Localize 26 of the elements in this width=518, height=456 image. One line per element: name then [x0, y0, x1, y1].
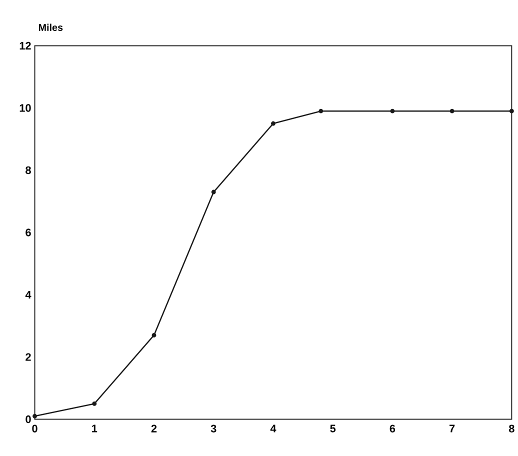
x-tick-label: 5 — [330, 424, 336, 432]
point — [271, 121, 276, 126]
y-tick-label: 6 — [26, 228, 31, 236]
y-tick-label: 8 — [26, 166, 31, 174]
point — [450, 108, 454, 114]
point — [152, 332, 156, 338]
y-tick-label: 10 — [20, 104, 31, 112]
y-axis-title: Miles — [38, 24, 63, 31]
x-tick-label: 0 — [32, 424, 38, 432]
x-tick-label: 1 — [92, 424, 98, 432]
x-tick-label: 4 — [270, 424, 276, 432]
point — [390, 108, 395, 114]
y-tick-label: 4 — [25, 290, 32, 298]
x-tick-label: 2 — [151, 424, 157, 432]
y-tick-label: 2 — [26, 353, 31, 361]
point — [211, 190, 216, 194]
x-tick-label: 3 — [210, 424, 216, 432]
point — [509, 108, 514, 114]
y-tick-label: 12 — [20, 42, 31, 50]
x-tick-label: 6 — [390, 424, 396, 432]
x-tick-label: 7 — [450, 424, 455, 432]
y-tick-label: 0 — [26, 415, 31, 424]
point — [92, 401, 97, 406]
x-tick-label: 8 — [508, 424, 514, 432]
point — [318, 108, 324, 114]
point — [32, 414, 38, 418]
